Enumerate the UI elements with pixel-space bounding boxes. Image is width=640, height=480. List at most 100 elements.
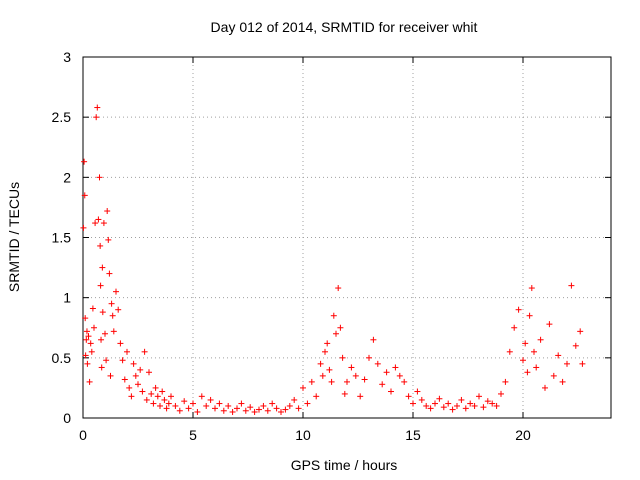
data-point xyxy=(159,388,166,395)
data-point xyxy=(414,388,421,395)
data-point xyxy=(568,282,575,289)
data-point xyxy=(154,393,161,400)
data-point xyxy=(81,192,88,199)
data-point xyxy=(108,300,115,307)
data-point xyxy=(291,396,298,403)
data-point xyxy=(135,381,141,388)
data-point xyxy=(458,396,465,403)
data-point xyxy=(99,264,106,271)
data-point xyxy=(357,393,364,400)
y-axis-ticks: 0 0.5 1 1.5 2 2.5 3 xyxy=(52,49,611,426)
data-point xyxy=(344,378,350,385)
data-point xyxy=(80,224,87,231)
data-point xyxy=(405,393,412,400)
grid-lines xyxy=(83,57,611,418)
data-point xyxy=(348,364,355,371)
data-point xyxy=(157,402,163,409)
data-point xyxy=(86,378,93,385)
data-point xyxy=(110,328,117,335)
data-point xyxy=(515,306,522,313)
data-point xyxy=(564,360,570,367)
data-point xyxy=(511,324,518,331)
data-point xyxy=(432,400,438,407)
data-point xyxy=(96,174,103,181)
data-point xyxy=(506,348,513,355)
data-point xyxy=(203,402,210,409)
data-point xyxy=(91,324,97,331)
data-point xyxy=(572,342,579,349)
data-point xyxy=(98,336,105,343)
data-point xyxy=(304,400,311,407)
data-point xyxy=(273,405,280,412)
data-point xyxy=(229,408,236,415)
data-point xyxy=(392,364,399,371)
data-point xyxy=(370,336,377,343)
data-point xyxy=(190,400,196,407)
data-point xyxy=(97,242,104,249)
data-point xyxy=(238,400,245,407)
data-point xyxy=(300,384,306,391)
data-points xyxy=(80,104,586,415)
data-point xyxy=(440,404,447,411)
data-point xyxy=(471,402,478,409)
data-point xyxy=(313,393,320,400)
data-point xyxy=(152,384,159,391)
data-point xyxy=(374,360,381,367)
y-tick-label: 1.5 xyxy=(52,230,72,246)
data-point xyxy=(176,407,183,414)
data-point xyxy=(526,312,533,319)
data-point xyxy=(264,407,271,414)
data-point xyxy=(148,390,155,397)
data-point xyxy=(476,393,482,400)
data-point xyxy=(115,306,122,313)
data-point xyxy=(339,354,346,361)
data-point xyxy=(423,402,430,409)
data-point xyxy=(489,400,496,407)
data-point xyxy=(319,372,326,379)
data-point xyxy=(100,220,107,227)
data-point xyxy=(335,285,342,292)
data-point xyxy=(117,340,124,347)
data-point xyxy=(83,336,90,343)
data-point xyxy=(139,388,146,395)
data-point xyxy=(98,364,105,371)
x-axis-label: GPS time / hours xyxy=(291,457,398,473)
y-tick-label: 3 xyxy=(63,49,71,65)
data-point xyxy=(97,282,104,289)
data-point xyxy=(546,321,553,328)
data-point xyxy=(102,330,108,337)
data-point xyxy=(92,220,99,227)
y-tick-label: 0.5 xyxy=(52,350,72,366)
data-point xyxy=(467,400,474,407)
data-point xyxy=(379,381,386,388)
data-point xyxy=(87,340,94,347)
data-point xyxy=(146,369,152,376)
data-point xyxy=(85,333,92,340)
data-point xyxy=(388,388,394,395)
data-point xyxy=(119,357,126,364)
data-point xyxy=(260,402,267,409)
data-point xyxy=(579,360,586,367)
data-point xyxy=(528,285,535,292)
data-point xyxy=(89,305,96,312)
data-point xyxy=(522,340,529,347)
data-point xyxy=(161,396,168,403)
y-tick-label: 2 xyxy=(63,169,71,185)
data-point xyxy=(577,328,584,335)
data-point xyxy=(88,348,95,355)
data-point xyxy=(493,402,500,409)
data-point xyxy=(107,372,114,379)
data-point xyxy=(445,400,452,407)
data-point xyxy=(150,400,157,407)
data-point xyxy=(326,366,333,373)
data-point xyxy=(278,408,284,415)
data-point xyxy=(163,405,170,412)
data-point xyxy=(324,340,331,347)
x-tick-label: 5 xyxy=(189,427,197,443)
data-point xyxy=(533,364,540,371)
y-tick-label: 1 xyxy=(63,290,71,306)
data-point xyxy=(502,378,509,385)
data-point xyxy=(81,158,88,165)
data-point xyxy=(333,330,339,337)
x-tick-label: 10 xyxy=(295,427,311,443)
